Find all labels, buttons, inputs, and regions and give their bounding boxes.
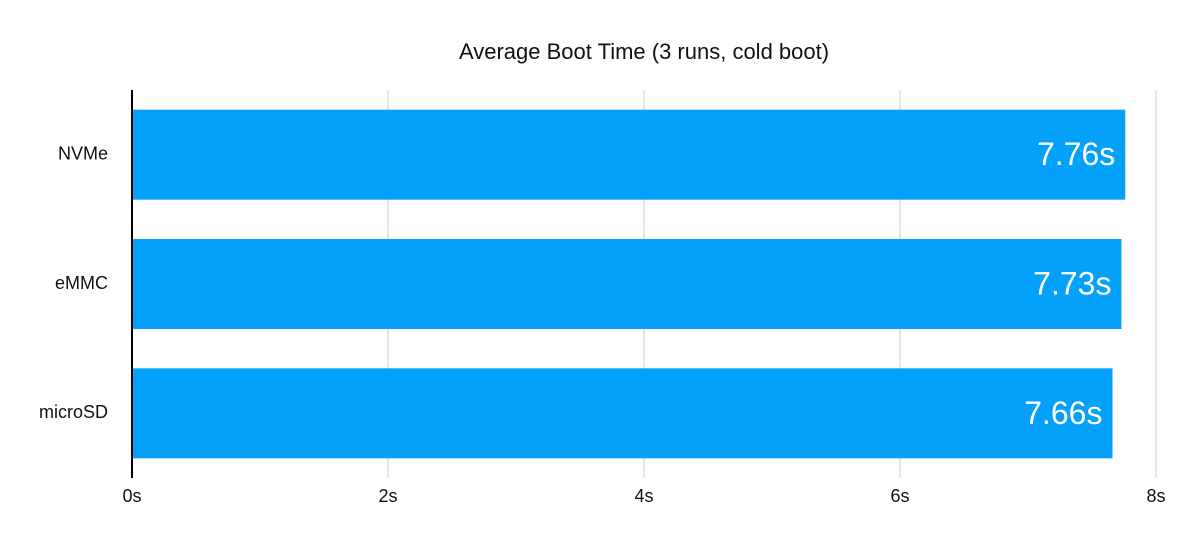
bar xyxy=(132,239,1122,329)
y-tick-label: eMMC xyxy=(55,273,108,293)
x-tick-label: 8s xyxy=(1146,486,1165,506)
y-tick-label: microSD xyxy=(39,402,108,422)
chart-title: Average Boot Time (3 runs, cold boot) xyxy=(459,39,829,64)
value-label: 7.76s xyxy=(1037,136,1115,172)
value-label: 7.73s xyxy=(1033,265,1111,301)
bar xyxy=(132,368,1113,459)
y-tick-label: NVMe xyxy=(58,143,108,163)
x-tick-label: 2s xyxy=(378,486,397,506)
x-tick-label: 6s xyxy=(890,486,909,506)
bar xyxy=(132,109,1126,200)
x-tick-label: 4s xyxy=(634,486,653,506)
x-tick-label: 0s xyxy=(122,486,141,506)
value-label: 7.66s xyxy=(1024,395,1102,431)
